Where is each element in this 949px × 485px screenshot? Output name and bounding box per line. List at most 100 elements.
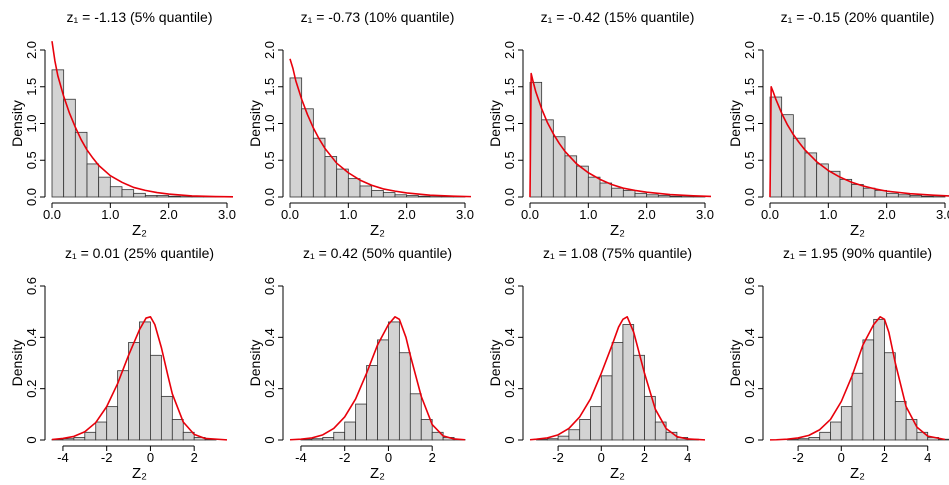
histogram-bar [851, 184, 864, 198]
histogram-bar [797, 438, 810, 441]
panel-title: z₁ = 0.42 (50% quantile) [303, 245, 452, 261]
panel-title: z₁ = -1.13 (5% quantile) [67, 9, 213, 25]
histogram-bar [873, 318, 885, 441]
x-tick-label: 2.0 [398, 207, 416, 222]
histogram-bar [420, 419, 433, 441]
x-tick-label: 3.0 [936, 207, 949, 222]
density-curve [529, 315, 706, 441]
y-tick-label: 1.5 [262, 78, 277, 96]
histogram-bar [886, 192, 899, 198]
histogram-bar [781, 114, 794, 198]
y-axis-title: Density [247, 340, 263, 387]
histogram-bar [529, 81, 543, 198]
x-tick-label: -2 [101, 450, 113, 465]
histogram-bar [827, 170, 841, 198]
y-tick-label: 0.5 [742, 151, 757, 169]
y-axis-title: Density [247, 100, 263, 147]
histogram-bar [311, 438, 324, 441]
histogram-bar [139, 321, 151, 441]
histogram-bar [851, 372, 864, 441]
histogram-bar [366, 365, 378, 441]
x-axis-title: Z₂ [370, 222, 385, 239]
histogram-bar [95, 421, 108, 441]
histogram-bar [394, 194, 408, 198]
histogram-bar [371, 189, 384, 198]
x-axis-title: Z₂ [850, 222, 865, 239]
histogram-bar [359, 185, 373, 198]
y-tick-label: 1.0 [742, 114, 757, 132]
histogram-bar [862, 187, 876, 198]
histogram-bar [557, 435, 570, 441]
histogram-bar [377, 339, 389, 441]
histogram-bar [862, 339, 875, 441]
x-tick-label: 0 [147, 450, 154, 465]
y-tick-label: 0.2 [24, 380, 39, 398]
x-axis-title: Z₂ [370, 465, 385, 482]
histogram-bar [121, 189, 135, 198]
histogram-bar [622, 189, 636, 198]
histogram-bar [909, 195, 923, 198]
x-tick-label: 0.0 [761, 207, 779, 222]
x-tick-label: 2 [641, 450, 648, 465]
y-tick-label: 0.4 [24, 328, 39, 346]
y-tick-label: 2.0 [742, 41, 757, 59]
histogram-bar [600, 375, 613, 441]
x-tick-label: 0.0 [281, 207, 299, 222]
y-tick-label: 2.0 [502, 41, 517, 59]
x-axis-title: Z₂ [610, 465, 625, 482]
density-curve [289, 58, 472, 198]
histogram-bar [398, 352, 411, 441]
density-curve [769, 315, 946, 441]
y-tick-label: 1.0 [502, 114, 517, 132]
density-curve [289, 315, 466, 441]
histogram-bar [587, 176, 601, 198]
y-tick-label: 0.4 [742, 328, 757, 346]
histogram-bar [144, 195, 158, 198]
x-axis-title: Z₂ [850, 465, 865, 482]
y-tick-label: 0.5 [262, 151, 277, 169]
y-tick-label: 0.6 [262, 277, 277, 295]
histogram-bar [808, 437, 821, 441]
histogram-bar [830, 421, 842, 441]
x-tick-label: 1.0 [579, 207, 597, 222]
y-tick-label: 0.2 [262, 380, 277, 398]
histogram-bar [599, 182, 613, 198]
panel-title: z₁ = 1.95 (90% quantile) [783, 245, 932, 261]
y-axis-title: Density [487, 340, 503, 387]
y-tick-label: 0.0 [502, 188, 517, 206]
histogram-bar [333, 431, 346, 441]
y-tick-label: 0.0 [24, 188, 39, 206]
histogram-bar [406, 195, 419, 198]
y-tick-label: 1.5 [24, 78, 39, 96]
x-axis-title: Z₂ [610, 222, 625, 239]
histogram-bar [552, 136, 566, 198]
panel-title: z₁ = -0.73 (10% quantile) [301, 9, 455, 25]
histogram-bar [921, 195, 934, 198]
y-axis-title: Density [487, 100, 503, 147]
x-tick-label: -4 [57, 450, 69, 465]
histogram-bar [322, 437, 335, 441]
y-tick-label: 0.6 [502, 277, 517, 295]
density-curve [769, 85, 949, 198]
panel-1: 0.0 1.0 2.0 3.0 0.0 0.5 1.0 1.5 2.0 Density Z₂ z₁ =… [9, 9, 236, 239]
x-tick-label: 1.0 [819, 207, 837, 222]
histogram-bar [611, 187, 624, 198]
histogram-bar [86, 163, 100, 198]
y-tick-label: 0.0 [262, 188, 277, 206]
y-tick-label: 0.5 [502, 151, 517, 169]
x-tick-label: -2 [339, 450, 351, 465]
histogram-bar [98, 176, 111, 198]
y-tick-label: 1.0 [24, 114, 39, 132]
y-tick-label: 0.4 [262, 328, 277, 346]
histogram-bar [568, 429, 581, 441]
y-tick-label: 1.5 [502, 78, 517, 96]
histogram-bar [769, 96, 783, 198]
x-tick-label: -4 [295, 450, 307, 465]
histogram-bar [347, 178, 361, 198]
density-curve [51, 41, 234, 198]
histogram-bar [109, 186, 123, 198]
x-tick-label: 2.0 [638, 207, 656, 222]
x-tick-label: 4 [684, 450, 691, 465]
histogram-bar [168, 195, 181, 198]
